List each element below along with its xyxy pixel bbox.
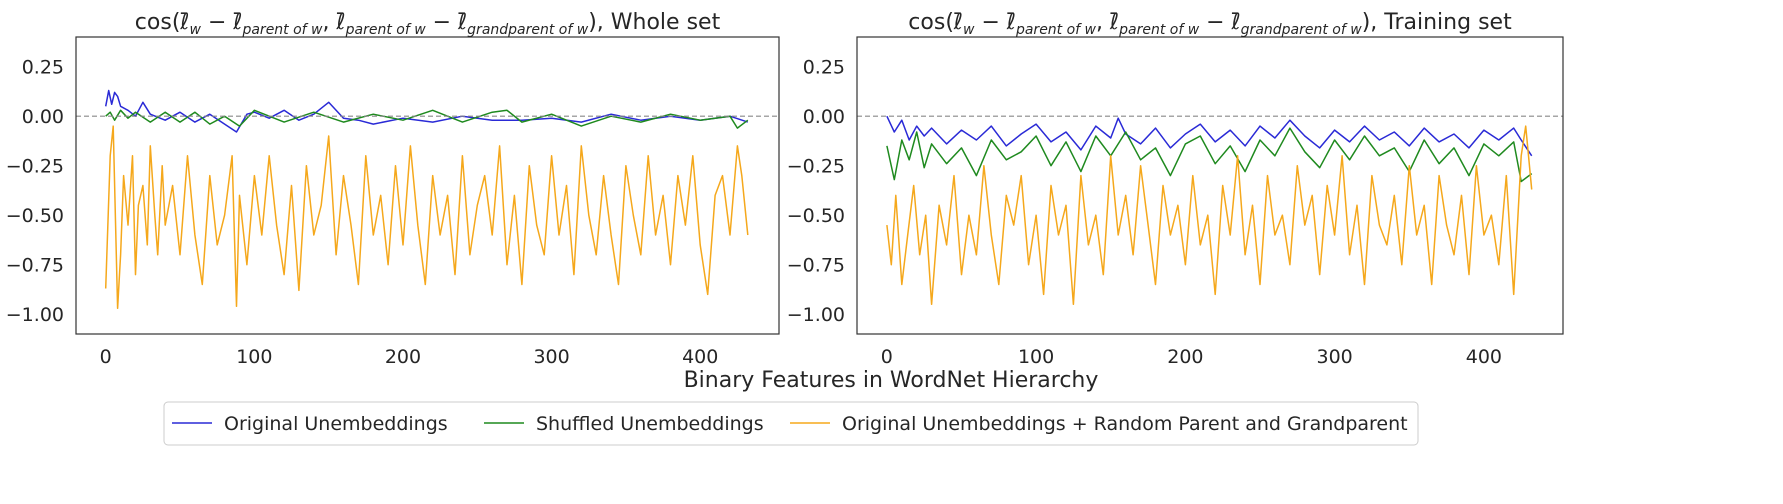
plot-frame xyxy=(856,36,1564,335)
series-line-1 xyxy=(104,89,749,133)
legend: Original Unembeddings Shuffled Unembeddin… xyxy=(163,401,1419,446)
plot-frame xyxy=(75,36,780,335)
x-tick-label: 0 xyxy=(881,346,893,368)
x-tick-label: 400 xyxy=(682,346,718,368)
subplot-training-set: 0.25 0.00 −0.25 −0.50 −0.75 −1.00 0 100 200 300 40… xyxy=(787,10,1564,368)
y-tick-label: −1.00 xyxy=(787,304,845,326)
legend-label-3: Original Unembeddings + Random Parent an… xyxy=(842,413,1408,435)
x-tick-label: 200 xyxy=(1167,346,1203,368)
series-line-2 xyxy=(886,127,1533,183)
x-tick-label: 200 xyxy=(385,346,421,368)
x-tick-label: 300 xyxy=(1316,346,1352,368)
y-tick-label: 0.00 xyxy=(22,106,64,128)
x-axis-label: Binary Features in WordNet Hierarchy xyxy=(684,368,1099,393)
y-tick-label: −0.25 xyxy=(6,156,64,178)
y-tick-label: 0.25 xyxy=(22,57,64,79)
x-tick-label: 100 xyxy=(1018,346,1054,368)
x-tick-label: 100 xyxy=(236,346,272,368)
legend-label-1: Original Unembeddings xyxy=(224,413,448,435)
chart-title: cos(ℓ̄w − ℓ̄parent of w, ℓ̄parent of w −… xyxy=(135,10,721,38)
legend-label-2: Shuffled Unembeddings xyxy=(536,413,764,435)
chart-title: cos(ℓ̄w − ℓ̄parent of w, ℓ̄parent of w −… xyxy=(908,10,1512,38)
y-tick-label: 0.00 xyxy=(803,106,845,128)
y-tick-label: −0.50 xyxy=(787,205,845,227)
y-tick-label: −0.25 xyxy=(787,156,845,178)
x-tick-label: 400 xyxy=(1466,346,1502,368)
series-line-3 xyxy=(886,125,1533,306)
x-tick-label: 300 xyxy=(533,346,569,368)
y-tick-label: −0.75 xyxy=(6,255,64,277)
series-line-1 xyxy=(886,115,1533,157)
y-tick-label: −0.75 xyxy=(787,255,845,277)
y-tick-label: −0.50 xyxy=(6,205,64,227)
y-tick-label: −1.00 xyxy=(6,304,64,326)
series-line-3 xyxy=(104,125,749,310)
y-tick-label: 0.25 xyxy=(803,57,845,79)
x-tick-label: 0 xyxy=(100,346,112,368)
subplot-whole-set: 0.25 0.00 −0.25 −0.50 −0.75 −1.00 0 100 200 300 40… xyxy=(6,10,780,368)
series-line-2 xyxy=(105,109,749,129)
